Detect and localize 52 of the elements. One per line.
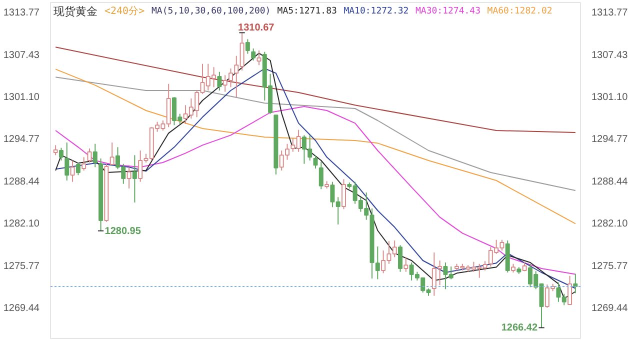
y2-tick-label: 1307.43 — [592, 50, 628, 61]
y-tick-label: 1275.77 — [3, 260, 40, 272]
y-tick-label: 1282.10 — [3, 218, 40, 230]
line-series — [55, 106, 576, 275]
chart-title: 现货黄金 — [54, 5, 98, 18]
candlestick — [64, 142, 70, 181]
line-series — [55, 68, 576, 224]
text: MA5:1271.83 — [277, 6, 337, 16]
chart-subtitle: <240分> — [104, 5, 145, 17]
y2-tick-label: 1275.77 — [592, 260, 628, 272]
candlestick — [256, 50, 262, 66]
annotation: 1266.42 — [501, 322, 538, 334]
y-tick-label: 1288.44 — [3, 176, 40, 188]
annotation: 1280.95 — [104, 226, 142, 237]
y2-tick-label: 1301.10 — [592, 92, 628, 103]
y-tick-label: 1313.77 — [3, 8, 40, 19]
y-tick-label: 1294.77 — [3, 134, 40, 146]
candlestick — [76, 162, 80, 176]
text: MA60:1282.02 — [487, 6, 552, 16]
y2-tick-label: 1282.10 — [592, 218, 628, 230]
candlestick — [53, 144, 58, 156]
candlestick — [342, 178, 346, 210]
candlestick — [92, 143, 98, 168]
line-series — [55, 46, 576, 133]
annotation: MA(5,10,30,60,100,200) — [152, 6, 271, 16]
candlestick — [126, 166, 132, 189]
candlestick — [313, 154, 318, 169]
candlestick — [568, 275, 572, 305]
annotation: 1310.67 — [238, 22, 275, 34]
candlestick — [375, 246, 380, 280]
y2-tick-label: 1313.77 — [592, 8, 628, 19]
candlestick — [70, 160, 75, 182]
y2-tick-label: 1294.77 — [592, 134, 628, 146]
candlestick — [82, 156, 86, 171]
text: MA30:1274.43 — [416, 6, 481, 16]
y-tick-label: 1307.43 — [3, 50, 40, 61]
candlestick — [132, 154, 137, 203]
candlestick — [245, 38, 250, 54]
candlestick — [217, 71, 222, 91]
line-series — [55, 76, 576, 191]
candlestick — [251, 48, 256, 61]
candlestick — [398, 244, 403, 272]
y-tick-label: 1301.10 — [3, 92, 40, 103]
y2-tick-label: 1288.44 — [592, 176, 628, 188]
y2-tick-label: 1269.44 — [592, 303, 628, 314]
candlestick — [110, 142, 114, 165]
y-tick-label: 1269.44 — [3, 303, 40, 314]
candlestick — [404, 256, 408, 272]
candlestick — [58, 147, 64, 161]
candlestick — [318, 161, 324, 190]
candlestick — [87, 148, 92, 163]
text: MA10:1272.32 — [344, 6, 409, 16]
